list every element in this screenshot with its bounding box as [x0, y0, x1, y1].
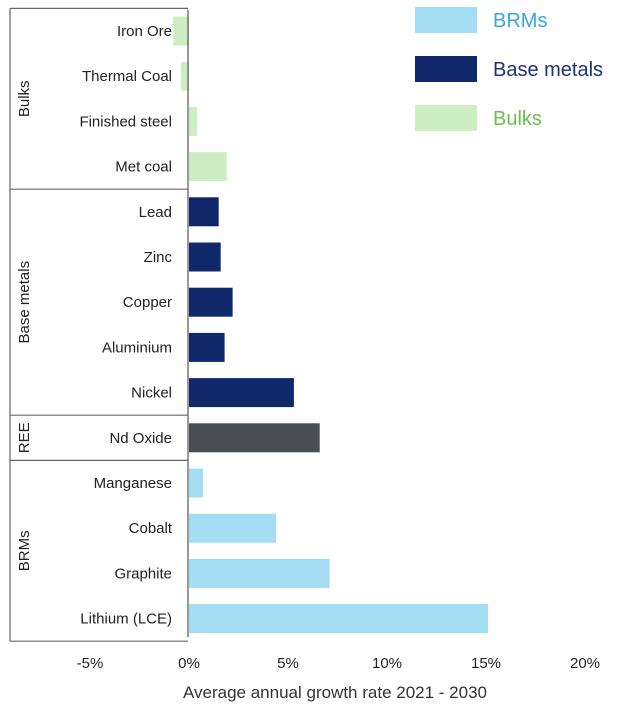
legend-label-base-metals: Base metals: [493, 59, 603, 81]
bar-lead: [189, 197, 219, 227]
bar-graphite: [189, 558, 330, 588]
legend-swatch-bulks: [415, 105, 477, 131]
x-tick-label: 20%: [570, 655, 600, 672]
category-label-lithium-lce: Lithium (LCE): [80, 611, 172, 628]
x-tick-label: -5%: [77, 655, 104, 672]
category-label-manganese: Manganese: [94, 475, 172, 492]
category-label-finished-steel: Finished steel: [79, 113, 172, 130]
category-label-aluminium: Aluminium: [102, 339, 172, 356]
category-label-zinc: Zinc: [144, 249, 173, 266]
bar-manganese: [189, 468, 203, 498]
category-label-copper: Copper: [123, 294, 172, 311]
category-label-nd-oxide: Nd Oxide: [109, 430, 172, 447]
bar-nd-oxide: [189, 423, 320, 453]
bar-copper: [189, 287, 233, 317]
bar-iron-ore: [173, 16, 189, 46]
bar-finished-steel: [189, 106, 197, 136]
x-tick-label: 15%: [471, 655, 501, 672]
bars-layer: [173, 16, 488, 634]
legend-swatch-base-metals: [415, 56, 477, 82]
category-label-iron-ore: Iron Ore: [117, 23, 172, 40]
legend: BRMs Base metals Bulks: [415, 7, 603, 131]
bar-aluminium: [189, 332, 225, 362]
bar-zinc: [189, 242, 221, 272]
category-label-cobalt: Cobalt: [129, 520, 173, 537]
bar-nickel: [189, 378, 294, 408]
legend-label-bulks: Bulks: [493, 108, 542, 130]
group-label-brms: BRMs: [16, 530, 33, 571]
group-label-bulks: Bulks: [16, 80, 33, 117]
group-label-base-metals: Base metals: [16, 261, 33, 344]
x-tick-label: 0%: [178, 655, 200, 672]
legend-label-brms: BRMs: [493, 10, 547, 32]
x-tick-label: 5%: [277, 655, 299, 672]
legend-swatch-brms: [415, 7, 477, 33]
x-axis: -5% 0% 5% 10% 15% 20%: [77, 10, 600, 672]
category-label-nickel: Nickel: [131, 385, 172, 402]
category-label-thermal-coal: Thermal Coal: [82, 68, 172, 85]
category-label-lead: Lead: [139, 204, 172, 221]
group-brackets: Bulks Base metals REE BRMs: [9, 7, 188, 642]
x-axis-title: Average annual growth rate 2021 - 2030: [183, 683, 487, 702]
bar-lithium-lce: [189, 604, 488, 634]
bar-cobalt: [189, 513, 277, 543]
category-labels: Iron Ore Thermal Coal Finished steel Met co…: [79, 23, 172, 628]
bar-met-coal: [189, 152, 227, 182]
group-label-ree: REE: [16, 422, 33, 453]
category-label-graphite: Graphite: [114, 565, 172, 582]
bar-thermal-coal: [181, 61, 189, 91]
category-label-met-coal: Met coal: [115, 159, 172, 176]
x-tick-label: 10%: [372, 655, 402, 672]
